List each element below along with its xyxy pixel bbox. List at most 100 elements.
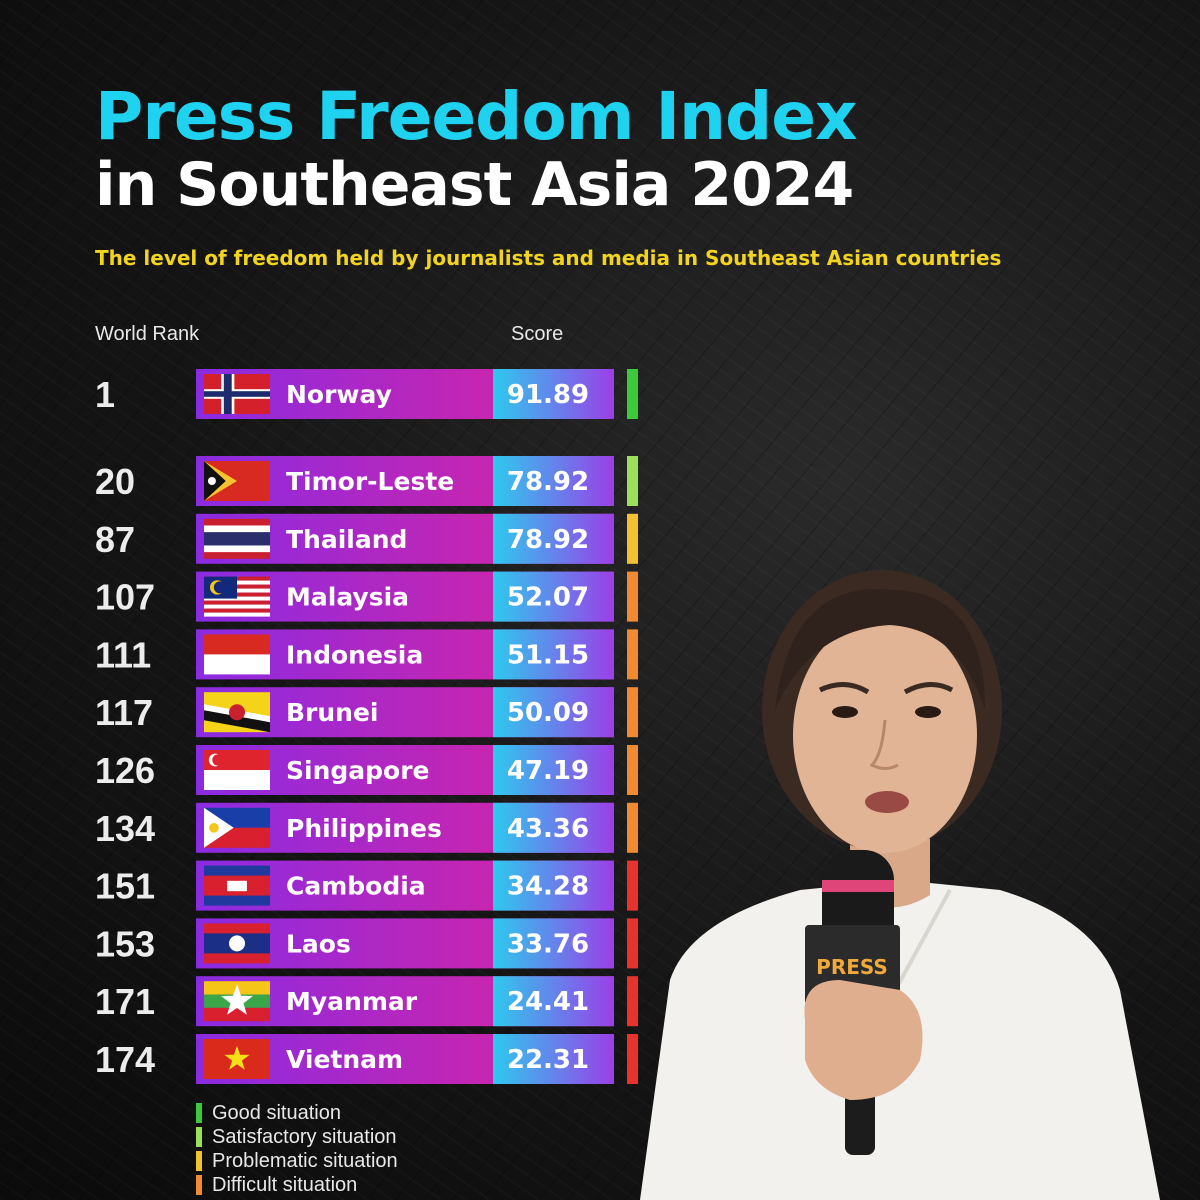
rank-label: 174 (95, 1039, 155, 1080)
country-label: Thailand (286, 525, 407, 554)
status-indicator (627, 745, 638, 795)
country-label: Norway (286, 380, 392, 409)
rank-label: 151 (95, 866, 155, 907)
singapore-flag-icon (204, 750, 270, 790)
legend-label: Difficult situation (212, 1173, 358, 1196)
status-indicator (627, 860, 638, 911)
brunei-flag-icon (204, 692, 270, 733)
rank-label: 1 (95, 374, 115, 415)
vietnam-flag-icon (204, 1039, 270, 1079)
country-label: Indonesia (286, 640, 423, 669)
rank-label: 87 (95, 519, 135, 560)
norway-flag-icon (204, 374, 270, 414)
country-label: Laos (286, 929, 351, 958)
score-label: 33.76 (507, 929, 589, 959)
legend-item: Difficult situation (196, 1173, 398, 1197)
table-row: 20 Timor-Leste 78.92 (95, 456, 638, 506)
score-cell (493, 369, 614, 419)
score-cell (493, 918, 614, 969)
legend-item: Good situation (196, 1101, 398, 1125)
rank-column-header: World Rank (95, 323, 200, 345)
country-label: Malaysia (286, 583, 409, 612)
rank-label: 111 (95, 634, 151, 675)
score-label: 24.41 (507, 987, 589, 1017)
table-row: 171 Myanmar 24.41 (95, 976, 638, 1027)
country-label: Myanmar (286, 987, 418, 1016)
table-row: 111 Indonesia 51.15 (95, 629, 638, 680)
myanmar-flag-icon (204, 981, 270, 1022)
table-row: 126 Singapore 47.19 (95, 745, 638, 795)
status-indicator (627, 976, 638, 1027)
legend: Good situation Satisfactory situation Prob… (196, 1101, 398, 1197)
timor-leste-flag-icon (204, 461, 270, 501)
table-row: 174 Vietnam 22.31 (95, 1034, 638, 1084)
legend-swatch (196, 1151, 202, 1171)
rank-label: 20 (95, 461, 135, 502)
score-label: 78.92 (507, 525, 589, 555)
score-cell (493, 456, 614, 506)
table-row: 151 Cambodia 34.28 (95, 860, 638, 911)
reporter-illustration: PRESS (640, 570, 1160, 1200)
score-label: 51.15 (507, 640, 589, 670)
mic-press-label: PRESS (816, 955, 888, 979)
title-line-2: in Southeast Asia 2024 (95, 150, 854, 220)
country-label: Singapore (286, 756, 430, 785)
score-cell (493, 745, 614, 795)
table-row: 134 Philippines 43.36 (95, 802, 638, 853)
legend-label: Good situation (212, 1101, 341, 1124)
indonesia-flag-icon (204, 634, 270, 675)
subtitle: The level of freedom held by journalists… (95, 246, 1002, 270)
malaysia-flag-icon (204, 576, 270, 617)
rank-label: 134 (95, 808, 155, 849)
country-label: Brunei (286, 698, 379, 727)
thailand-flag-icon (204, 518, 270, 559)
legend-label: Satisfactory situation (212, 1125, 397, 1148)
cambodia-flag-icon (204, 865, 270, 906)
status-indicator (627, 456, 638, 506)
score-cell (493, 860, 614, 911)
legend-swatch (196, 1127, 202, 1147)
status-indicator (627, 918, 638, 969)
legend-label: Problematic situation (212, 1149, 398, 1172)
status-indicator (627, 369, 638, 419)
rank-label: 126 (95, 750, 155, 791)
rank-label: 107 (95, 577, 155, 618)
score-label: 43.36 (507, 814, 589, 844)
score-cell (493, 571, 614, 622)
legend-swatch (196, 1103, 202, 1123)
country-label: Timor-Leste (286, 467, 454, 496)
status-indicator (627, 513, 638, 564)
score-label: 52.07 (507, 583, 589, 613)
score-cell (493, 802, 614, 853)
philippines-flag-icon (204, 807, 270, 848)
score-label: 78.92 (507, 467, 589, 497)
score-label: 22.31 (507, 1045, 589, 1075)
score-cell (493, 687, 614, 738)
score-cell (493, 513, 614, 564)
score-cell (493, 1034, 614, 1084)
laos-flag-icon (204, 923, 270, 964)
legend-item: Satisfactory situation (196, 1125, 398, 1149)
score-label: 47.19 (507, 756, 589, 786)
status-indicator (627, 571, 638, 622)
rank-label: 153 (95, 923, 155, 964)
table-row: 107 Malaysia 52.07 (95, 571, 638, 622)
country-label: Vietnam (286, 1045, 403, 1074)
score-label: 34.28 (507, 872, 589, 902)
legend-swatch (196, 1175, 202, 1195)
status-indicator (627, 687, 638, 738)
status-indicator (627, 629, 638, 680)
score-cell (493, 629, 614, 680)
score-label: 91.89 (507, 380, 589, 410)
title-line-1: Press Freedom Index (95, 78, 858, 155)
table-row: 87 Thailand 78.92 (95, 513, 638, 564)
score-label: 50.09 (507, 698, 589, 728)
rank-label: 117 (95, 692, 153, 733)
table-row: 1 Norway 91.89 (95, 369, 638, 419)
rank-label: 171 (95, 981, 155, 1022)
country-label: Philippines (286, 814, 442, 843)
score-column-header: Score (511, 323, 564, 345)
table-row: 153 Laos 33.76 (95, 918, 638, 969)
country-label: Cambodia (286, 872, 426, 901)
